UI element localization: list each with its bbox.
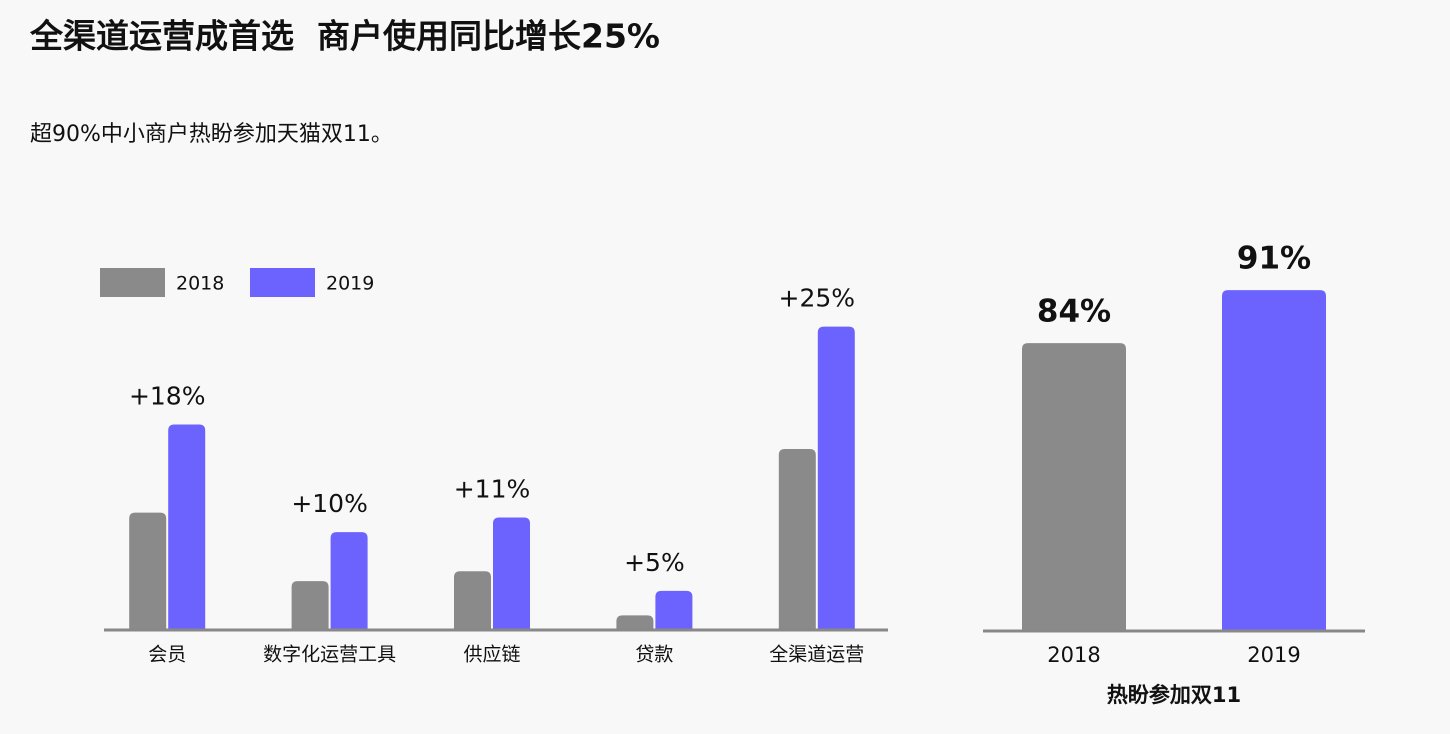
legend-label: 2018 [176, 273, 224, 295]
x-tick-label: 会员 [148, 644, 186, 666]
bar [1222, 290, 1326, 631]
value-label: 84% [1037, 294, 1111, 330]
growth-label: +11% [454, 474, 531, 503]
x-tick-label: 供应链 [463, 644, 520, 666]
x-tick-label: 2019 [1247, 643, 1300, 667]
bar [168, 424, 206, 630]
bar [454, 571, 491, 630]
bar [616, 615, 654, 630]
x-tick-label: 2018 [1047, 643, 1100, 667]
x-tick-label: 贷款 [635, 644, 673, 666]
growth-label: +5% [624, 548, 685, 577]
bar [493, 517, 530, 630]
bar [291, 581, 329, 630]
bar [129, 512, 167, 630]
x-tick-label: 全渠道运营 [769, 644, 864, 666]
x-axis-label: 热盼参加双11 [1107, 683, 1241, 707]
x-tick-label: 数字化运营工具 [263, 644, 396, 666]
growth-label: +10% [291, 489, 368, 518]
bar [817, 326, 855, 630]
slide-title: 全渠道运营成首选 商户使用同比增长25% [29, 17, 660, 56]
slide-subtitle: 超90%中小商户热盼参加天猫双11。 [30, 122, 393, 147]
legend-label: 2019 [326, 273, 374, 295]
bar [655, 590, 693, 630]
value-label: 91% [1237, 241, 1311, 277]
growth-label: +25% [779, 284, 856, 313]
legend-swatch [250, 268, 315, 297]
bar [1022, 343, 1126, 631]
bar [778, 448, 816, 630]
bar [330, 532, 368, 630]
growth-label: +18% [129, 382, 206, 411]
legend-swatch [100, 268, 165, 297]
